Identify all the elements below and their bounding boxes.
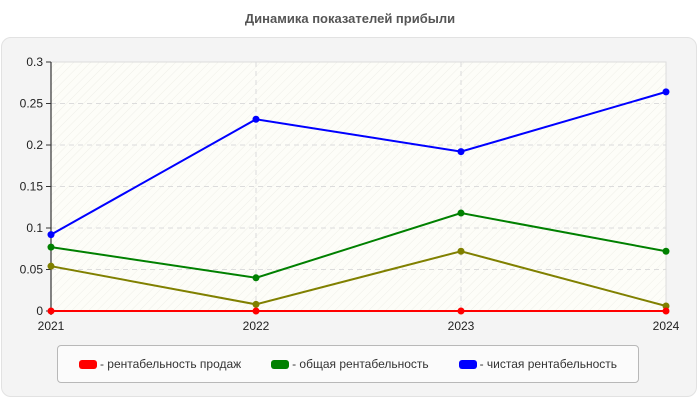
data-point xyxy=(252,115,260,123)
data-point xyxy=(47,307,55,315)
legend-swatch-red xyxy=(78,359,97,369)
x-tick-label: 2024 xyxy=(653,319,680,333)
data-point xyxy=(47,262,55,270)
legend-swatch-green xyxy=(271,359,290,369)
series-line xyxy=(50,90,667,236)
series-line xyxy=(50,212,667,279)
data-point xyxy=(662,302,670,310)
data-point xyxy=(457,148,465,156)
grid-lines xyxy=(51,62,666,311)
y-tick-label: 0.2 xyxy=(26,138,43,152)
x-tick-label: 2022 xyxy=(243,319,270,333)
y-axis: 0 0.05 0.1 0.15 0.2 0.25 0.3 xyxy=(20,55,52,318)
y-tick-label: 0.05 xyxy=(20,263,44,277)
legend-label: - чистая рентабельность xyxy=(479,357,618,371)
legend-item-general: - общая рентабельность xyxy=(271,357,429,371)
x-tick-label: 2023 xyxy=(448,319,475,333)
legend-item-sales: - рентабельность продаж xyxy=(78,357,242,371)
data-point xyxy=(662,247,670,255)
y-tick-label: 0.25 xyxy=(20,97,44,111)
data-point xyxy=(457,307,465,315)
legend: - рентабельность продаж - общая рентабел… xyxy=(57,345,639,383)
legend-label: - рентабельность продаж xyxy=(99,357,242,371)
y-tick-label: 0.1 xyxy=(26,221,43,235)
x-tick-label: 2021 xyxy=(38,319,65,333)
data-point xyxy=(47,243,55,251)
y-tick-label: 0.15 xyxy=(20,180,44,194)
legend-item-net: - чистая рентабельность xyxy=(458,357,618,371)
chart-title: Динамика показателей прибыли xyxy=(244,11,456,26)
data-point xyxy=(457,209,465,217)
data-point xyxy=(252,307,260,315)
x-axis: 2021 2022 2023 2024 xyxy=(38,319,680,333)
data-point xyxy=(47,231,55,239)
legend-swatch-blue xyxy=(458,359,477,369)
data-point xyxy=(662,307,670,315)
legend-label: - общая рентабельность xyxy=(292,357,429,371)
data-point xyxy=(457,247,465,255)
data-point xyxy=(662,88,670,96)
data-point xyxy=(252,274,260,282)
y-tick-label: 0.3 xyxy=(26,55,43,69)
data-point xyxy=(252,300,260,308)
y-tick-label: 0 xyxy=(36,304,43,318)
series-lines xyxy=(47,88,670,315)
series-line xyxy=(50,250,667,307)
